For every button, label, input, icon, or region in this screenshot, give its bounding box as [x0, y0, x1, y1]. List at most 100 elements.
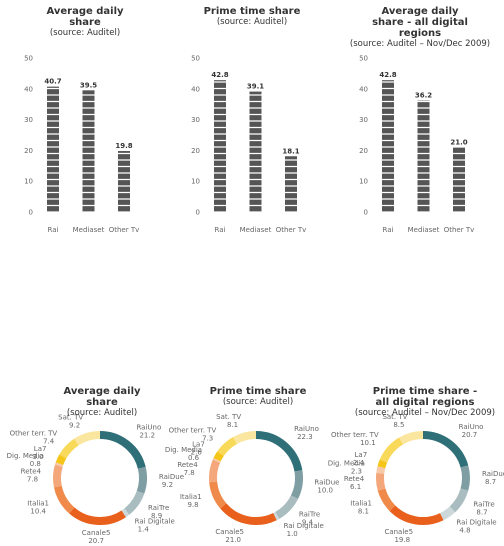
y-tick-label: 20 [24, 147, 33, 155]
y-tick-label: 0 [196, 209, 200, 217]
donut-segment [376, 466, 386, 474]
segment-label: La7 [34, 445, 47, 453]
segment-label: Canale5 [215, 528, 244, 536]
bar [82, 90, 95, 212]
segment-value: 10.0 [317, 487, 333, 495]
segment-value: 19.8 [394, 536, 410, 544]
y-tick-label: 30 [359, 116, 368, 124]
segment-label: Sat. TV [216, 413, 241, 421]
chart-subtitle: (source: Auditel) [66, 408, 138, 418]
chart-title: Average daily share [63, 386, 141, 408]
donut-segment [69, 507, 126, 525]
segment-value: 8.7 [485, 478, 496, 486]
segment-value: 7.4 [43, 437, 55, 445]
segment-value: 4.8 [459, 527, 470, 535]
donut-segment [53, 485, 75, 514]
segment-value: 7.8 [184, 469, 195, 477]
y-tick-label: 40 [191, 85, 200, 93]
donut-segment [255, 431, 303, 472]
segment-label: Rete4 [21, 467, 42, 475]
segment-label: RaiTre [473, 501, 494, 509]
donut-segment [136, 466, 147, 494]
chart-title: Prime time share - all digital regions [372, 386, 478, 408]
segment-value: 1.0 [287, 530, 298, 538]
x-tick-label: Rai [383, 226, 394, 234]
segment-value: 8.1 [358, 508, 369, 516]
donut-segment [399, 431, 424, 445]
segment-label: Canale5 [82, 529, 111, 537]
segment-label: Other terr. TV [169, 426, 217, 434]
x-tick-label: Rai [48, 226, 59, 234]
segment-label: RaiTre [148, 504, 169, 512]
segment-label: RaiDue [159, 473, 184, 481]
segment-value: 22.3 [297, 433, 313, 441]
x-tick-label: Other Tv [444, 226, 475, 234]
segment-label: Canale5 [384, 528, 413, 536]
value-label: 39.1 [247, 83, 264, 91]
bar [118, 151, 130, 212]
segment-label: Rai Digitale [284, 522, 324, 530]
segment-label: RaiDue [482, 470, 504, 478]
segment-label: Dig. Media [7, 452, 44, 460]
segment-label: RaiTre [299, 510, 320, 518]
y-tick-label: 10 [359, 178, 368, 186]
segment-value: 20.7 [462, 431, 478, 439]
segment-value: 0.8 [30, 460, 41, 468]
segment-label: Sat. TV [58, 413, 83, 421]
value-label: 36.2 [415, 92, 432, 100]
segment-value: 10.1 [360, 439, 376, 447]
segment-label: Dig. Media [328, 459, 365, 467]
segment-value: 10.4 [30, 508, 46, 516]
value-label: 40.7 [44, 78, 61, 86]
segment-value: 8.9 [151, 512, 162, 520]
segment-value: 8.7 [476, 509, 487, 517]
chart-subtitle: (source: Auditel – Nov/Dec 2009) [349, 39, 491, 49]
segment-value: 2.6 [191, 449, 203, 457]
segment-label: Other terr. TV [331, 431, 379, 439]
segment-value: 9.8 [187, 501, 198, 509]
donut-segment [422, 431, 469, 468]
segment-value: 20.7 [88, 537, 104, 545]
donut-segment [74, 431, 101, 446]
segment-label: Dig. Media [165, 446, 202, 454]
segment-value: 9.2 [162, 481, 173, 489]
x-tick-label: Mediaset [240, 226, 272, 234]
segment-label: RaiDue [314, 479, 339, 487]
segment-value: 1.4 [138, 526, 150, 534]
segment-label: Sat. TV [382, 413, 407, 421]
donut-segment [275, 495, 299, 519]
segment-label: Italia1 [27, 500, 49, 508]
y-tick-label: 50 [359, 55, 368, 63]
segment-label: La7 [355, 451, 368, 459]
value-label: 42.8 [211, 71, 228, 79]
y-tick-label: 10 [191, 178, 200, 186]
donut-segment [379, 437, 404, 463]
chart-subtitle: (source: Auditel) [49, 28, 121, 38]
donut-segment [55, 454, 67, 466]
donut-segment [233, 431, 257, 445]
donut-segment [273, 511, 280, 521]
bar [417, 100, 430, 212]
donut-segment [217, 436, 238, 457]
y-tick-label: 0 [29, 209, 33, 217]
segment-value: 3.0 [32, 453, 43, 461]
segment-label: RaiUno [459, 423, 484, 431]
chart-title: Prime time share [209, 386, 307, 397]
segment-label: Rete4 [177, 461, 198, 469]
donut-segment [209, 481, 227, 509]
donut-segment [377, 459, 388, 469]
donut-segment [439, 506, 456, 521]
donut-segment [377, 488, 396, 512]
segment-label: Other terr. TV [10, 429, 58, 437]
segment-value: 0.6 [188, 454, 200, 462]
bar [285, 156, 297, 212]
segment-label: Italia1 [350, 500, 372, 508]
chart-title: Average daily share [46, 6, 124, 28]
x-tick-label: Mediaset [408, 226, 440, 234]
x-tick-label: Mediaset [73, 226, 105, 234]
segment-label: Rai Digitale [135, 518, 175, 526]
segment-value: 2.3 [351, 467, 362, 475]
y-tick-label: 20 [191, 147, 200, 155]
